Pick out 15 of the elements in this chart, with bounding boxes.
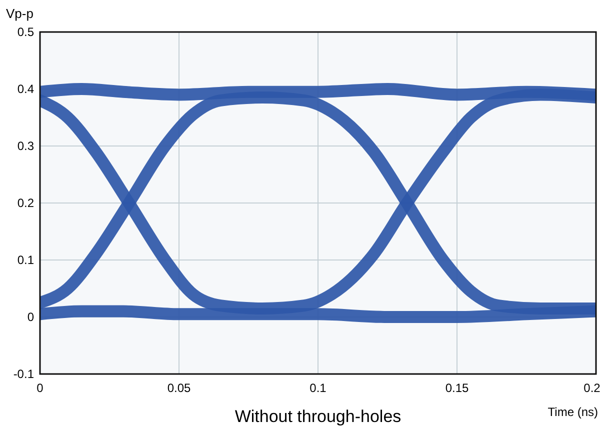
y-tick-label: 0.5 (17, 25, 34, 40)
x-tick-label: 0 (36, 381, 44, 395)
x-tick-label: 0.05 (167, 381, 191, 395)
y-tick-label: -0.1 (13, 367, 34, 382)
text: Without through-holes (234, 407, 402, 426)
y-tick-label: 0 (27, 310, 34, 324)
x-tick-label: 0.2 (584, 381, 601, 395)
y-tick-label: 0.3 (17, 139, 34, 154)
y-axis-title: Vp-p (6, 6, 34, 21)
x-axis-title: Time (ns) (548, 405, 598, 419)
y-tick-label: 0.4 (17, 82, 34, 96)
y-tick-label: 0.2 (17, 196, 34, 210)
x-tick-label: 0.1 (310, 381, 327, 395)
x-tick-label: 0.15 (445, 381, 469, 395)
y-tick-label: 0.1 (17, 253, 34, 268)
